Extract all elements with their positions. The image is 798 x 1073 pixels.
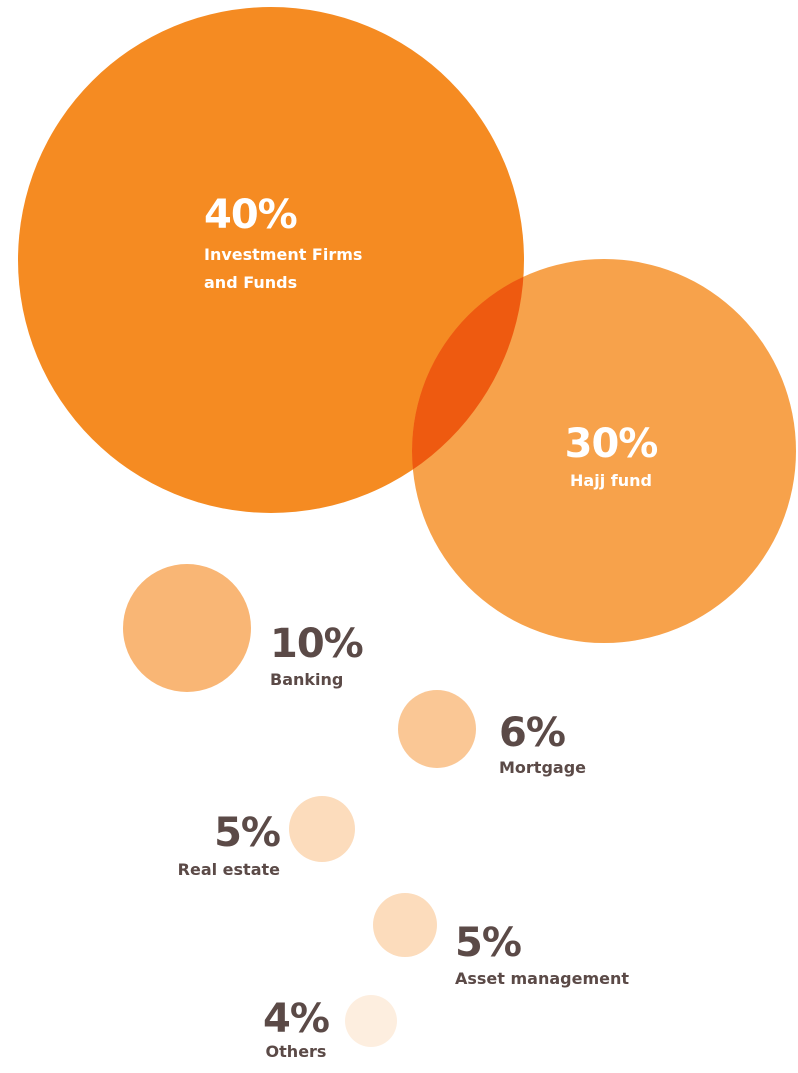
bubble-asset-management bbox=[373, 893, 437, 957]
bubbles-layer bbox=[18, 7, 796, 1047]
value-label-hajj-fund: 30% bbox=[565, 421, 658, 467]
category-label-others: Others bbox=[266, 1042, 327, 1061]
category-label-hajj-fund: Hajj fund bbox=[570, 471, 652, 490]
category-label-real-estate: Real estate bbox=[178, 860, 280, 879]
category-label-asset-management: Asset management bbox=[455, 969, 629, 988]
labels-layer: 40% Investment Firms and Funds 30% Hajj fund… bbox=[178, 192, 659, 1061]
bubble-banking bbox=[123, 564, 251, 692]
value-label-real-estate: 5% bbox=[214, 810, 280, 856]
bubble-investment-firms-and-funds bbox=[18, 7, 524, 513]
category-label-investment-firms-and-funds-line-1: Investment Firms bbox=[204, 245, 362, 264]
bubble-mortgage bbox=[398, 690, 476, 768]
bubble-hajj-fund bbox=[412, 259, 796, 643]
bubble-real-estate bbox=[289, 796, 355, 862]
value-label-others: 4% bbox=[263, 996, 329, 1042]
value-label-banking: 10% bbox=[270, 621, 363, 667]
category-label-mortgage: Mortgage bbox=[499, 758, 586, 777]
value-label-investment-firms-and-funds: 40% bbox=[204, 192, 297, 238]
value-label-mortgage: 6% bbox=[499, 710, 565, 756]
category-label-investment-firms-and-funds-line-2: and Funds bbox=[204, 273, 297, 292]
bubble-others bbox=[345, 995, 397, 1047]
value-label-asset-management: 5% bbox=[455, 920, 521, 966]
category-label-banking: Banking bbox=[270, 670, 343, 689]
